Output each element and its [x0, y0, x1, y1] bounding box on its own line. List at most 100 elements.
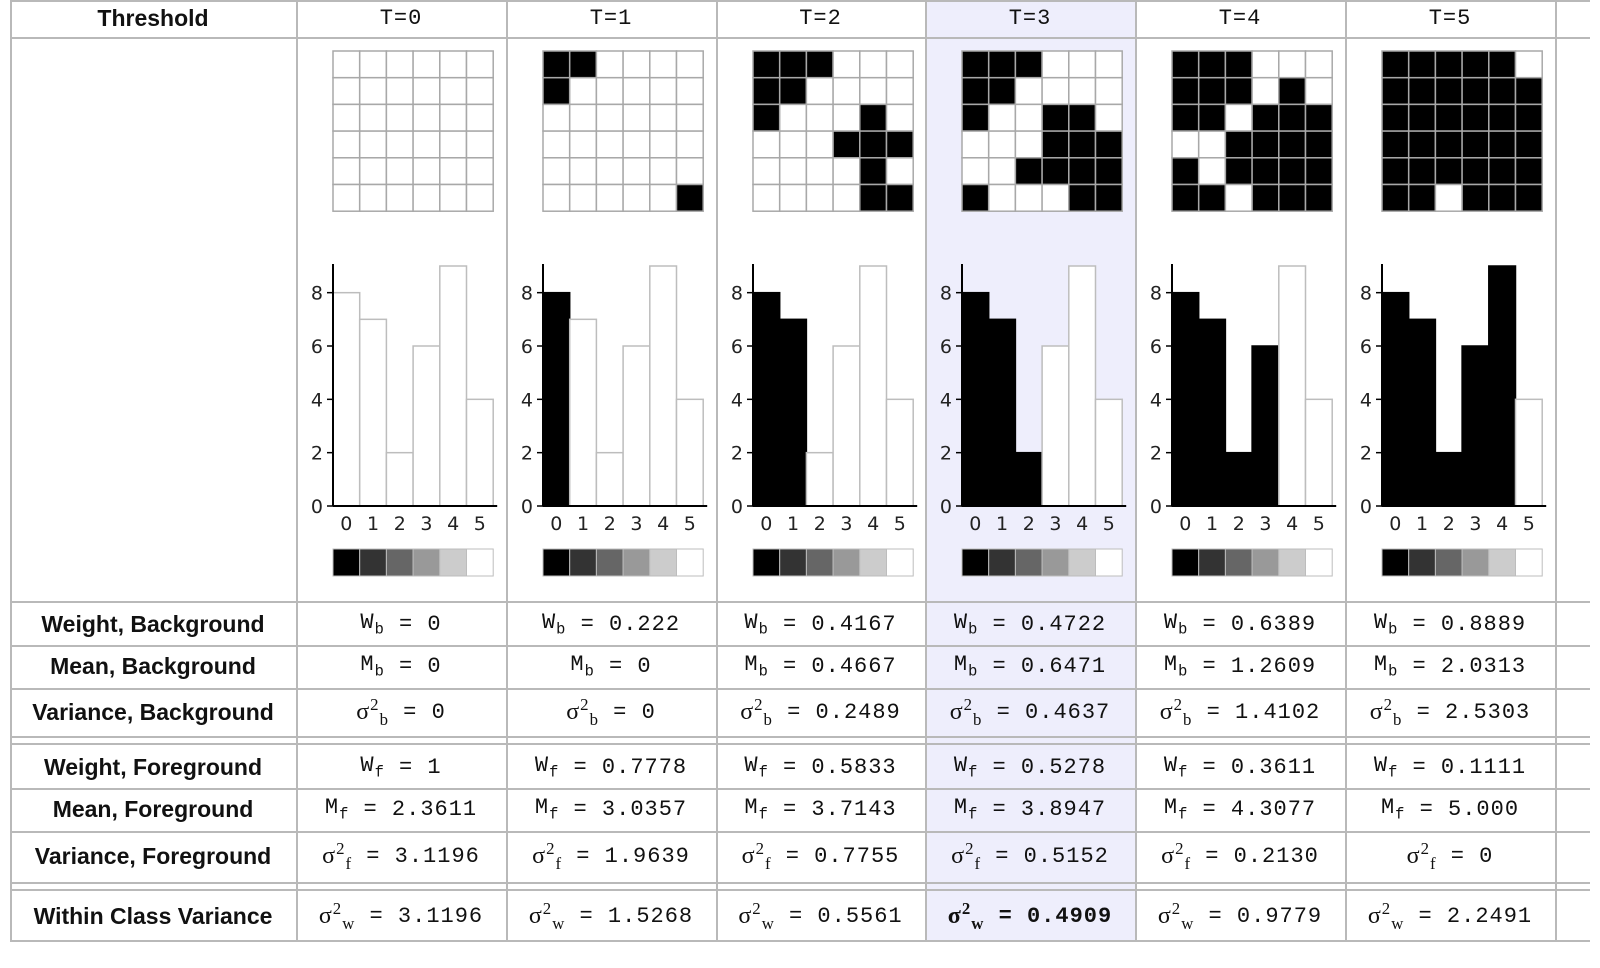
gray-level-bar: [961, 548, 1123, 577]
y-tick-label: 4: [1150, 389, 1162, 411]
pixel-cell: [465, 103, 494, 132]
pixel-cell: [595, 183, 624, 212]
pixel-cell: [675, 183, 704, 212]
table-divider: [10, 743, 1590, 745]
histogram-bar-2: [1224, 451, 1253, 507]
pixel-cell: [1381, 130, 1410, 159]
pixel-cell: [1278, 76, 1307, 106]
histogram-bar-0: [1381, 291, 1410, 507]
pixel-cell: [1197, 103, 1227, 132]
pixel-cell: [832, 183, 861, 212]
pixel-cell: [358, 157, 388, 186]
pixel-cell: [1488, 183, 1517, 212]
pixel-cell: [1381, 50, 1410, 79]
value-text: 0.7778: [601, 754, 688, 780]
pixel-cell: [595, 130, 624, 159]
pixel-cell: [465, 76, 494, 106]
value-text: 0: [637, 654, 652, 679]
pixel-cell: [358, 130, 388, 159]
value-mb-T=4: Mb = 1.2609: [1163, 652, 1317, 681]
gray-level-swatch: [752, 548, 781, 577]
x-tick-label: 2: [1023, 513, 1035, 535]
histogram-bar-1: [358, 318, 388, 507]
table-divider: [10, 601, 1590, 603]
pixel-cell: [752, 76, 781, 106]
x-tick-label: 4: [1496, 513, 1508, 535]
row-label-vb: Variance, Background: [32, 698, 274, 725]
pixel-cell: [885, 130, 914, 159]
y-tick-label: 8: [1360, 283, 1372, 305]
gray-level-swatch: [1198, 548, 1226, 577]
pixel-cell: [1381, 183, 1410, 212]
pixel-cell: [385, 157, 414, 186]
gray-level-swatch: [439, 548, 468, 577]
value-wcv-T=5: σ2w = 2.2491: [1367, 899, 1533, 933]
pixel-cell: [412, 183, 441, 212]
pixel-cell: [412, 130, 441, 159]
value-vf-T=4: σ2f = 0.2130: [1161, 839, 1319, 873]
value-vf-T=1: σ2f = 1.9639: [532, 839, 690, 873]
value-text: 0.6471: [1020, 654, 1107, 679]
y-tick-label: 4: [940, 389, 952, 411]
pixel-cell: [542, 103, 571, 132]
pixel-cell: [778, 103, 808, 132]
pixel-cell: [1068, 103, 1097, 132]
pixel-cell: [987, 50, 1017, 79]
pixel-cell: [465, 183, 494, 212]
pixel-cell: [1514, 130, 1543, 159]
pixel-cell: [1278, 183, 1307, 212]
y-tick-label: 2: [311, 443, 323, 465]
pixel-cell: [622, 103, 651, 132]
pixel-cell: [805, 50, 834, 79]
pixel-cell: [1251, 76, 1280, 106]
gray-level-bar: [1381, 548, 1543, 577]
x-tick-label: 3: [1259, 513, 1271, 535]
pixel-cell: [385, 183, 414, 212]
x-tick-label: 5: [1523, 513, 1535, 535]
pixel-cell: [649, 157, 678, 186]
pixel-cell: [332, 157, 361, 186]
pixel-cell: [1278, 130, 1307, 159]
value-wcv-T=2: σ2w = 0.5561: [738, 899, 903, 933]
pixel-cell: [1171, 103, 1200, 132]
gray-level-swatch: [569, 548, 597, 577]
wb-symbol: Wb: [953, 609, 979, 639]
x-tick-label: 5: [894, 513, 906, 535]
gray-level-swatch: [1381, 548, 1410, 577]
pixel-cell: [1278, 157, 1307, 186]
pixel-cell: [1514, 183, 1543, 212]
pixel-cell: [595, 50, 624, 79]
pixel-cell: [1407, 76, 1437, 106]
pixel-cell: [542, 130, 571, 159]
y-tick-label: 0: [940, 496, 952, 518]
value-text: 0.4637: [1025, 699, 1111, 725]
pixel-cell: [1278, 103, 1307, 132]
x-tick-label: 0: [1179, 513, 1191, 535]
histogram-bar-2: [1014, 451, 1043, 507]
pixel-cell: [649, 103, 678, 132]
value-text: 3.7143: [811, 797, 897, 822]
y-tick-label: 0: [521, 496, 533, 518]
y-tick-label: 6: [521, 336, 533, 358]
y-tick-label: 6: [1150, 336, 1162, 358]
pixel-cell: [1488, 157, 1517, 186]
table-divider: [10, 37, 1590, 39]
wf-symbol: Wf: [744, 752, 769, 782]
y-tick-label: 2: [940, 443, 952, 465]
pixel-cell: [595, 157, 624, 186]
pixel-cell: [1068, 76, 1097, 106]
value-vb-T=0: σ2b = 0: [356, 694, 446, 729]
pixel-cell: [675, 76, 704, 106]
pixel-cell: [1041, 130, 1070, 159]
x-tick-label: 0: [1389, 513, 1401, 535]
value-mb-T=2: Mb = 0.4667: [744, 652, 897, 681]
value-text: 0.9779: [1236, 904, 1323, 929]
table-divider: [506, 0, 508, 940]
gray-level-swatch: [1041, 548, 1070, 577]
pixel-cell: [859, 76, 888, 106]
pixel-cell: [961, 157, 990, 186]
pixel-cell: [1251, 130, 1280, 159]
gray-level-swatch: [886, 548, 914, 577]
